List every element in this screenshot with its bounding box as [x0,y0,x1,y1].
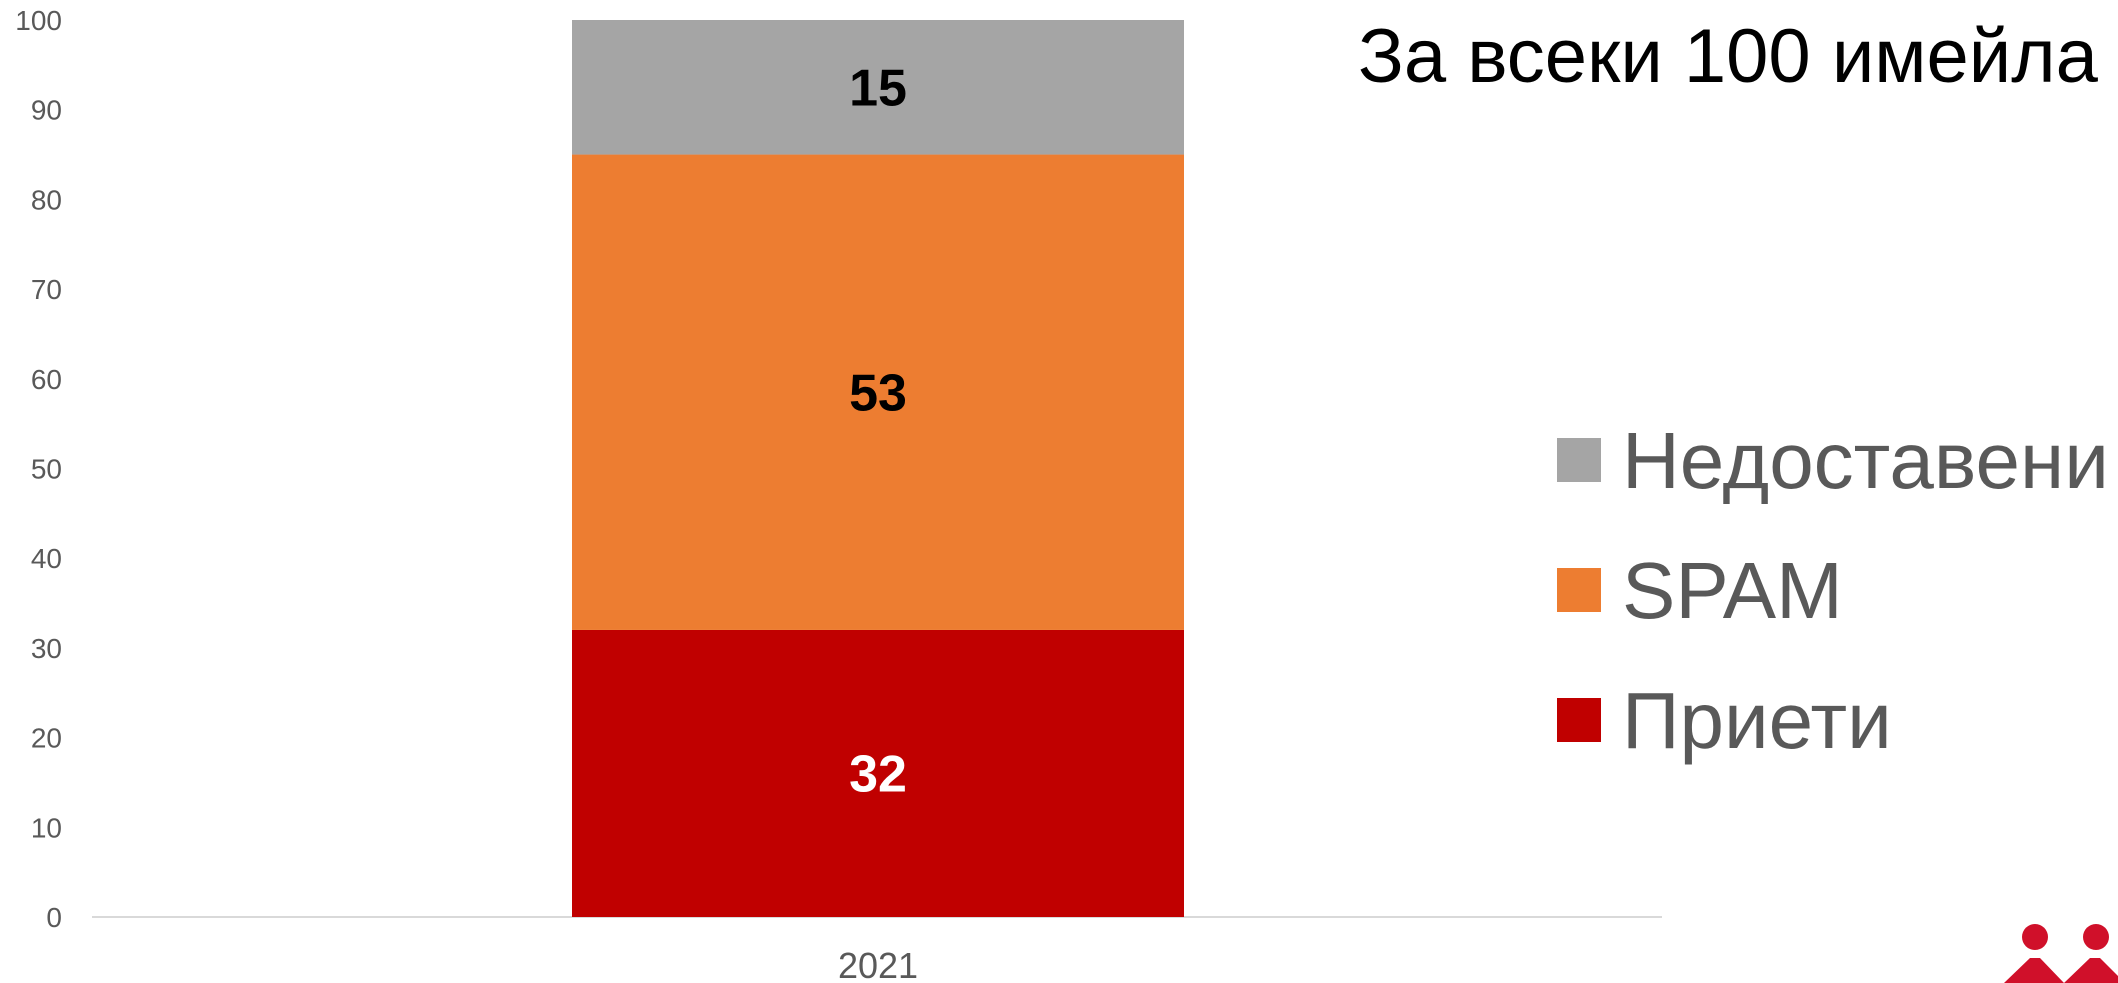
y-tick-label: 0 [46,902,62,933]
legend-label: Приети [1622,676,1892,765]
bars [572,20,1184,917]
x-tick-label: 2021 [838,945,918,983]
logo-mark [2004,924,2118,983]
legend-swatch [1557,438,1601,482]
x-axis: 2021 [838,945,918,983]
legend-label: Недоставени [1622,416,2109,505]
legend-swatch [1557,568,1601,612]
bar-segment [572,20,1184,155]
bar-segment [572,154,1184,630]
y-tick-label: 60 [31,364,62,395]
y-tick-label: 10 [31,812,62,843]
y-axis: 0 10 20 30 40 50 60 70 80 90 100 [15,5,62,933]
chart-title: За всеки 100 имейла [1358,14,2099,99]
legend-label: SPAM [1622,546,1843,635]
legend-swatch [1557,698,1601,742]
y-tick-label: 80 [31,184,62,215]
y-tick-label: 90 [31,95,62,126]
data-label: 53 [849,364,907,422]
y-tick-label: 100 [15,5,62,36]
legend: Недоставени SPAM Приети [1557,416,2109,765]
bar-labels: 32 53 15 [849,59,907,803]
y-tick-label: 70 [31,274,62,305]
y-tick-label: 40 [31,543,62,574]
y-tick-label: 50 [31,454,62,485]
y-tick-label: 30 [31,633,62,664]
data-label: 32 [849,745,907,803]
data-label: 15 [849,59,907,117]
y-tick-label: 20 [31,723,62,754]
bar-segment [572,629,1184,917]
